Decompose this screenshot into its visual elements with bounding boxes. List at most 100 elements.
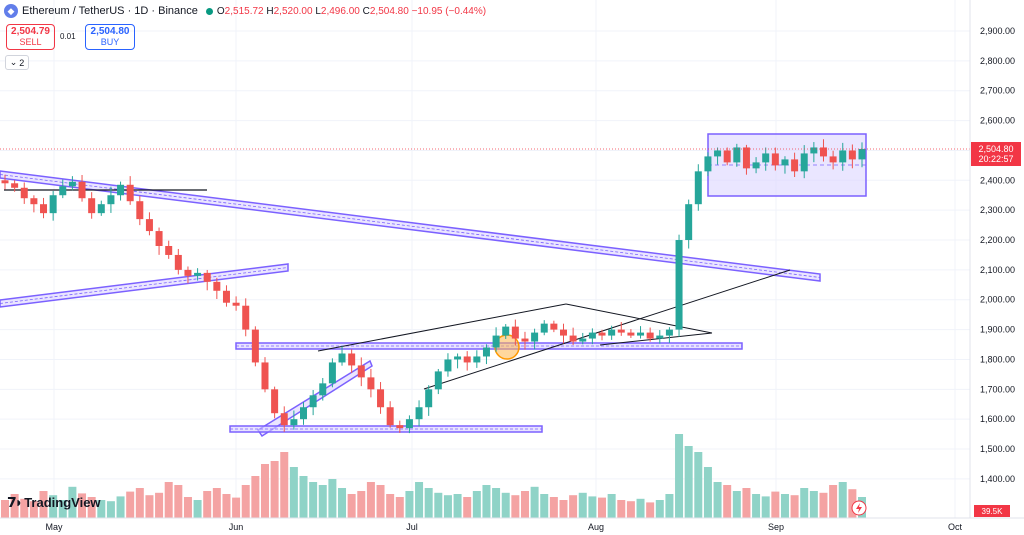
volume-bar (106, 501, 115, 518)
volume-bar (10, 494, 19, 518)
price-tick-label: 1,800.00 (980, 354, 1015, 364)
candle-body (559, 329, 567, 336)
price-tick-label: 2,000.00 (980, 295, 1015, 305)
volume-bar (598, 497, 607, 518)
volume-bar (443, 495, 452, 518)
candle-body (848, 150, 856, 160)
candle-body (367, 377, 375, 390)
tradingview-logo-icon: 𝟳◗ (7, 494, 23, 510)
trendline-upper-wedge[interactable] (317, 303, 567, 352)
volume-bar (684, 446, 693, 518)
candle-body (627, 332, 635, 336)
volume-bar (376, 485, 385, 518)
volume-bar (655, 500, 664, 518)
candle-body (637, 332, 645, 336)
candle-body (646, 332, 654, 339)
volume-bar (270, 461, 279, 518)
candle-body (357, 365, 365, 378)
volume-value: 39.5K (982, 507, 1004, 516)
volume-bar (549, 497, 558, 518)
symbol-title[interactable]: Ethereum / TetherUS · 1D · Binance (22, 5, 198, 17)
triangle-upper[interactable] (565, 303, 713, 334)
candle-body (11, 183, 19, 188)
indicators-count: 2 (19, 57, 25, 68)
buy-button[interactable]: 2,504.80 BUY (85, 24, 135, 50)
candle-body (434, 371, 442, 390)
triangle-lower[interactable] (599, 332, 713, 346)
candle-body (68, 181, 76, 187)
volume-bar (212, 488, 221, 518)
price-tick-label: 2,400.00 (980, 175, 1015, 185)
candle-body (213, 281, 221, 291)
candle-body (588, 332, 596, 339)
alert-lightning-icon[interactable] (851, 500, 867, 516)
candle-body (222, 290, 230, 303)
candle-body (521, 338, 529, 342)
candle-body (232, 302, 240, 306)
candle-body (145, 219, 153, 232)
volume-bar (193, 500, 202, 518)
candle-body (280, 413, 288, 426)
time-tick-label: Jul (406, 522, 418, 532)
price-axis[interactable] (970, 0, 1024, 518)
symbol-header[interactable]: ◆ Ethereum / TetherUS · 1D · Binance O2,… (4, 4, 486, 18)
volume-bar (848, 489, 857, 518)
countdown-timer: 20:22:57 (978, 154, 1013, 164)
candle-body (791, 159, 799, 172)
candle-body (155, 231, 163, 246)
price-tick-label: 2,700.00 (980, 86, 1015, 96)
volume-bar (97, 500, 106, 518)
volume-bar (116, 496, 125, 518)
volume-bar (588, 496, 597, 518)
candle-body (502, 326, 510, 336)
price-tick-label: 2,800.00 (980, 56, 1015, 66)
sell-label: SELL (19, 37, 42, 47)
candle-body (290, 419, 298, 426)
candle-body (781, 159, 789, 166)
sell-price: 2,504.79 (11, 26, 50, 37)
candle-body (839, 150, 847, 163)
candle-body (675, 240, 683, 330)
volume-bar (742, 488, 751, 518)
candle-body (49, 195, 57, 214)
candle-body (617, 329, 625, 333)
drawing-layer[interactable] (0, 133, 867, 438)
volume-bar (155, 492, 164, 518)
volume-bar (29, 501, 38, 518)
candle-body (656, 335, 664, 339)
time-tick-label: Jun (229, 522, 244, 532)
candle-body (184, 269, 192, 276)
price-tick-label: 2,100.00 (980, 265, 1015, 275)
volume-bar (347, 494, 356, 518)
time-tick-label: May (45, 522, 63, 532)
time-axis-ticks[interactable]: May Jun Jul Aug Sep Oct (45, 522, 962, 532)
candle-body (30, 198, 38, 205)
volume-bar (559, 500, 568, 518)
volume-bar (675, 434, 684, 518)
indicators-toggle-button[interactable]: ⌄ 2 (5, 55, 29, 70)
candle-body (425, 389, 433, 408)
volume-bar (492, 488, 501, 518)
volume-bar (665, 494, 674, 518)
market-status-icon (205, 7, 213, 15)
price-tick-label: 2,200.00 (980, 235, 1015, 245)
volume-bar (126, 491, 135, 518)
candle-body (20, 187, 28, 199)
volume-bar (520, 491, 529, 518)
volume-bar (135, 488, 144, 518)
candle-body (492, 335, 500, 348)
ascending-channel-may-midline (0, 267, 289, 304)
volume-bar (78, 493, 87, 518)
volume-bar (20, 498, 29, 518)
candlesticks (1, 139, 866, 434)
chevron-down-icon: ⌄ (9, 57, 18, 67)
candle-body (742, 147, 750, 169)
descending-channel[interactable] (0, 170, 821, 282)
candle-body (579, 338, 587, 342)
trendline-lower-wedge[interactable] (423, 269, 791, 390)
volume-bar (617, 500, 626, 518)
sell-button[interactable]: 2,504.79 SELL (6, 24, 55, 50)
candle-body (762, 153, 770, 163)
candle-body (174, 254, 182, 270)
